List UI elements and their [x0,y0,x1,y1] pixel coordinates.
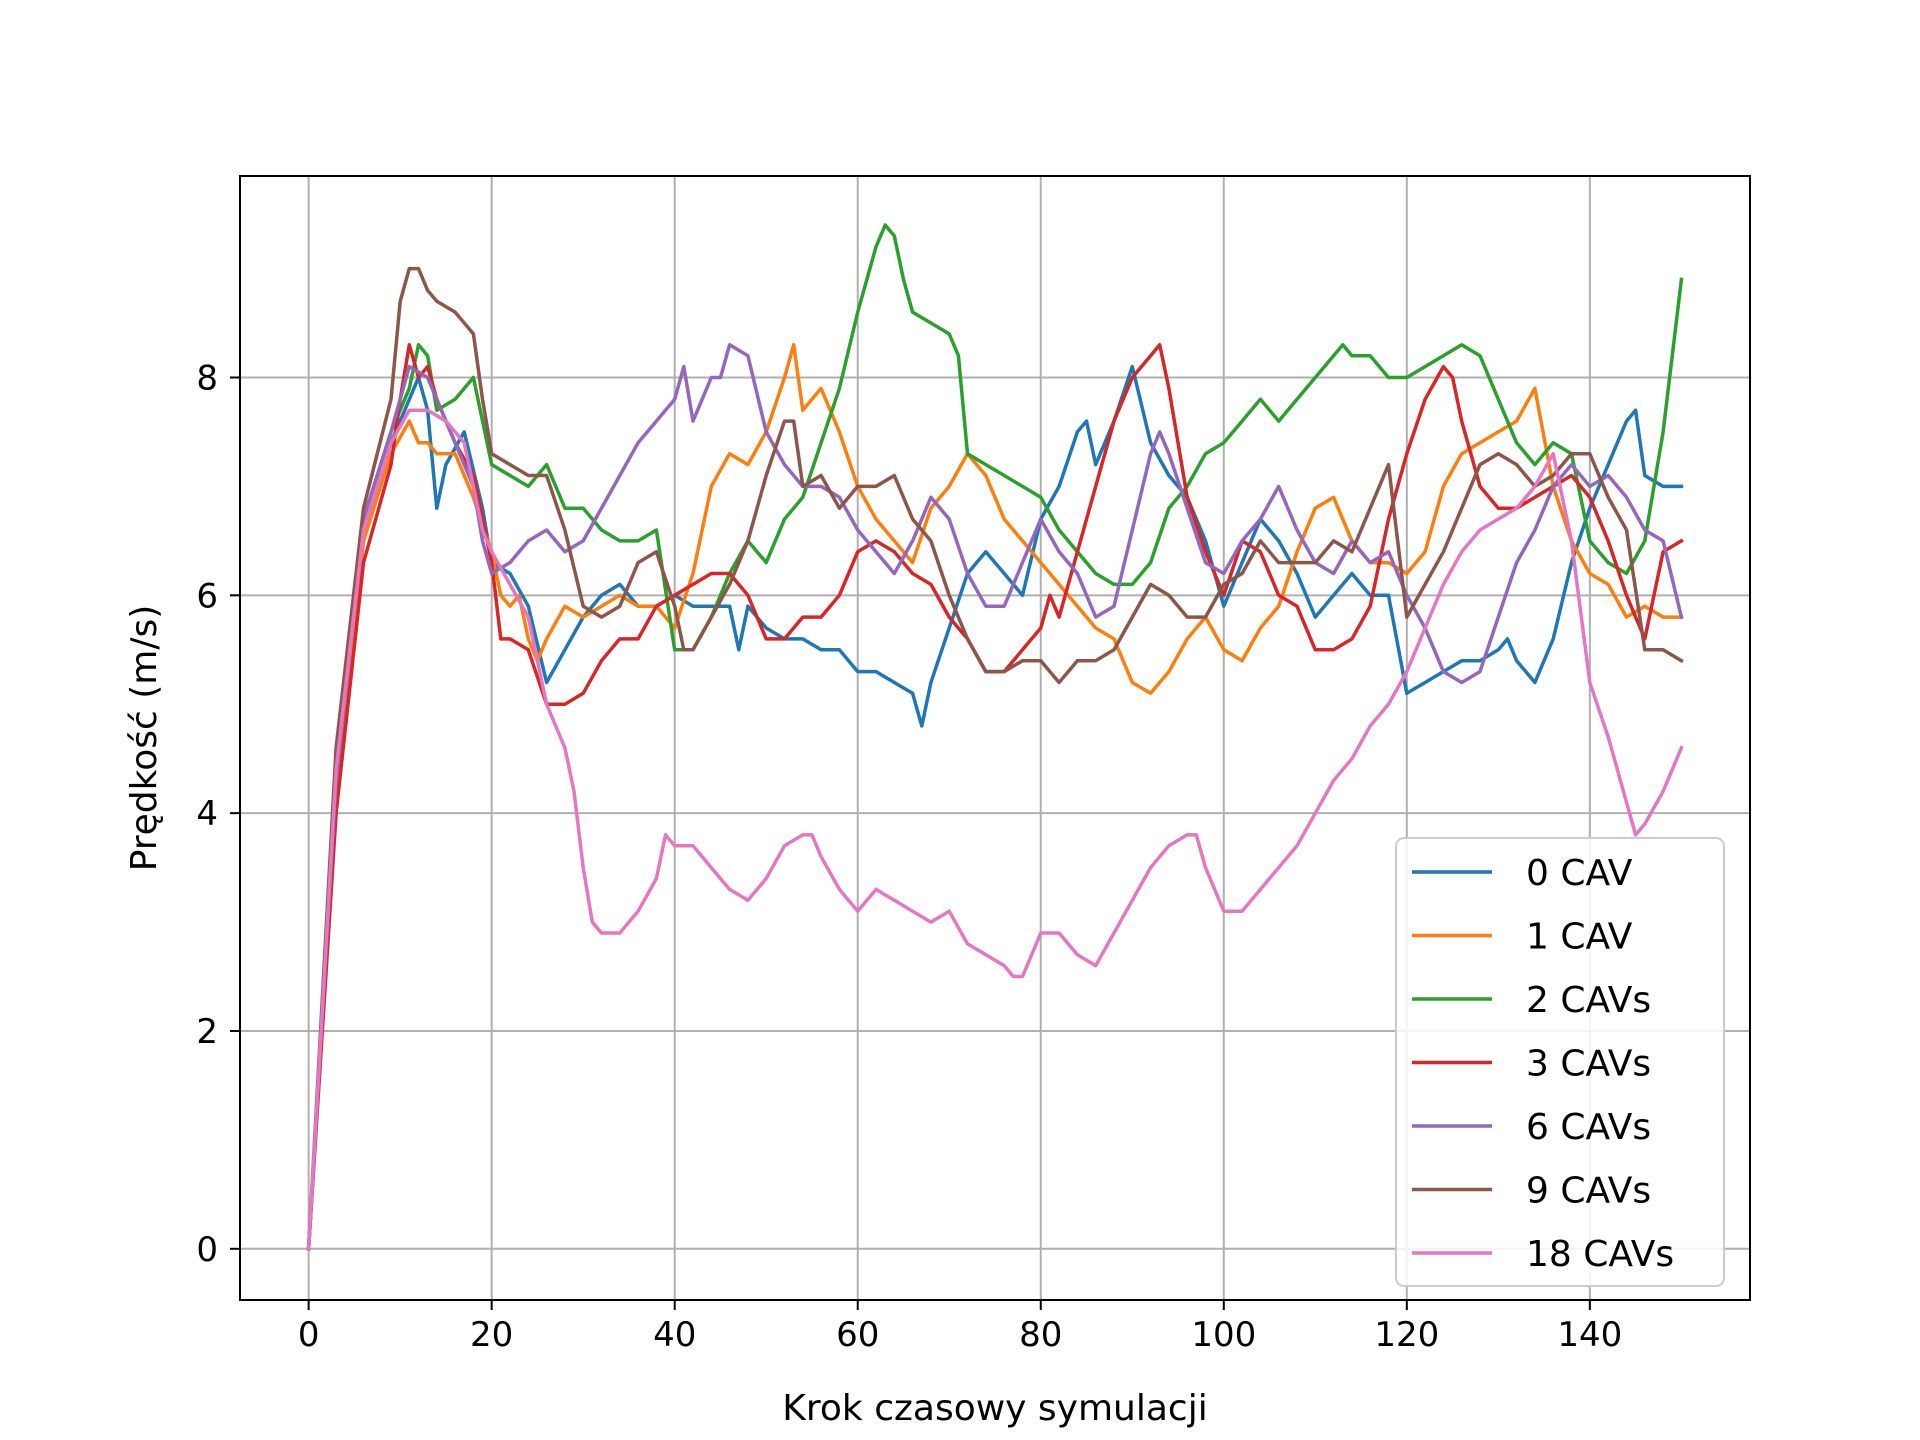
x-tick-label: 140 [1557,1315,1622,1355]
series-lines [306,223,1684,1251]
y-axis-label: Prędkość (m/s) [124,605,165,872]
y-tick-label: 8 [196,358,218,398]
x-axis-ticks: 0 20 40 60 80 100 120 140 [298,1300,1622,1355]
y-tick-label: 0 [196,1230,218,1270]
x-tick-label: 100 [1191,1315,1256,1355]
series-line-4 [306,343,1684,1251]
legend-entry: 3 CAVs [1526,1044,1651,1085]
x-tick-label: 20 [470,1315,513,1355]
x-tick-label: 40 [653,1315,696,1355]
x-tick-label: 120 [1374,1315,1439,1355]
legend-entry: 6 CAVs [1526,1107,1651,1148]
x-tick-label: 80 [1019,1315,1062,1355]
series-line-6 [306,408,1684,1251]
legend-entry: 9 CAVs [1526,1171,1651,1212]
legend: 0 CAV 1 CAV 2 CAVs 3 CAVs 6 CAVs 9 CAVs 18 CAV… [1395,837,1725,1287]
series-line-2 [306,223,1684,1251]
legend-entry: 18 CAVs [1526,1234,1674,1275]
series-line-5 [306,266,1684,1251]
x-tick-label: 60 [836,1315,879,1355]
legend-entry: 2 CAVs [1526,980,1651,1021]
y-axis-ticks: 0 2 4 6 8 [196,358,240,1270]
y-tick-label: 6 [196,576,218,616]
plot-frame [239,175,1751,1301]
legend-frame [1395,837,1725,1287]
y-tick-label: 4 [196,794,218,834]
legend-entry: 0 CAV [1526,853,1633,894]
x-tick-label: 0 [298,1315,320,1355]
y-tick-label: 2 [196,1012,218,1052]
legend-entry: 1 CAV [1526,917,1633,958]
x-axis-label: Krok czasowy symulacji [782,1388,1207,1429]
